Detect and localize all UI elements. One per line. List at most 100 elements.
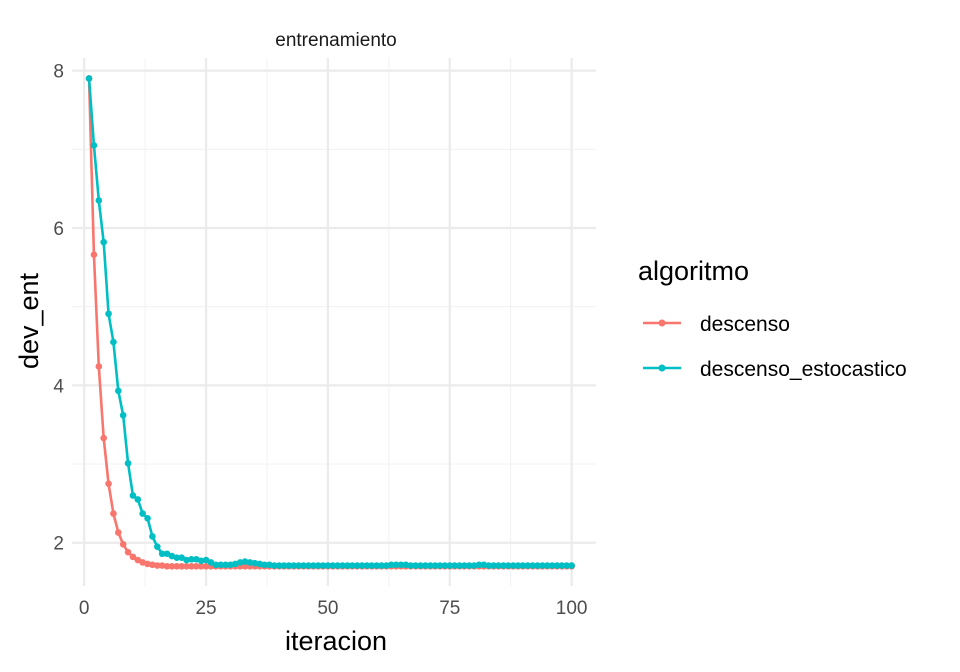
data-point <box>100 238 107 246</box>
data-point <box>124 459 132 467</box>
data-point <box>85 75 93 82</box>
data-point <box>470 562 478 569</box>
data-point <box>446 562 454 569</box>
x-tick-label: 0 <box>79 598 90 619</box>
legend-label: descenso <box>700 313 790 336</box>
data-point <box>319 562 327 569</box>
data-point <box>475 561 483 569</box>
data-point <box>134 496 142 503</box>
data-point <box>407 562 415 569</box>
data-point <box>329 562 337 569</box>
data-point <box>431 562 439 569</box>
data-point <box>485 562 493 569</box>
data-point <box>490 562 497 569</box>
data-point <box>197 563 205 570</box>
data-point <box>397 561 405 569</box>
data-point <box>90 251 98 259</box>
x-tick-label: 50 <box>317 598 338 619</box>
data-point <box>558 562 566 569</box>
y-tick-label: 8 <box>53 62 64 83</box>
data-point <box>163 563 171 570</box>
data-point <box>178 554 185 561</box>
data-point <box>368 562 376 569</box>
data-point <box>548 562 556 569</box>
data-point <box>202 563 210 570</box>
data-point <box>139 510 146 517</box>
data-point <box>266 561 273 569</box>
legend-item-descenso: descenso <box>643 313 790 336</box>
data-point <box>129 553 137 561</box>
data-point <box>144 560 151 568</box>
data-point <box>115 387 122 395</box>
legend: algoritmo descenso descenso_estocastico <box>638 256 907 381</box>
series-descenso-estocastico <box>85 75 575 569</box>
data-point <box>134 556 142 564</box>
data-point <box>392 561 400 569</box>
data-point <box>456 562 463 569</box>
data-point <box>519 562 527 569</box>
data-point <box>183 556 190 564</box>
data-point <box>124 548 132 556</box>
data-point <box>246 559 254 566</box>
data-point <box>236 559 244 566</box>
legend-key-point <box>658 319 666 327</box>
data-point <box>358 562 366 569</box>
data-point <box>383 562 390 569</box>
data-point <box>105 310 112 318</box>
data-point <box>105 480 112 488</box>
data-point <box>509 562 517 569</box>
data-point <box>154 543 161 550</box>
data-point <box>402 561 410 569</box>
data-point <box>241 558 249 565</box>
data-point <box>465 562 473 569</box>
data-point <box>324 562 332 569</box>
y-axis-title: dev_ent <box>14 272 44 369</box>
data-point <box>207 559 215 566</box>
data-point <box>149 533 156 540</box>
data-point <box>436 562 444 569</box>
data-point <box>387 561 395 569</box>
data-point <box>543 562 551 569</box>
data-point <box>251 559 259 567</box>
legend-label: descenso_estocastico <box>700 358 907 381</box>
data-point <box>309 562 317 569</box>
data-point <box>378 562 385 569</box>
data-point <box>441 562 449 569</box>
data-point <box>504 562 512 569</box>
x-axis-title: iteracion <box>285 626 387 656</box>
data-point <box>154 562 161 569</box>
data-point <box>173 554 181 561</box>
data-point <box>314 562 322 569</box>
data-point <box>158 550 166 558</box>
data-point <box>227 561 234 569</box>
data-point <box>305 562 312 569</box>
series-layer <box>85 75 575 570</box>
data-point <box>353 562 361 569</box>
data-point <box>426 562 434 569</box>
data-point <box>534 562 541 569</box>
data-point <box>539 562 546 569</box>
data-point <box>524 562 532 569</box>
data-point <box>178 563 185 570</box>
major-gridlines <box>72 58 596 586</box>
data-point <box>119 540 127 548</box>
data-point <box>95 197 103 204</box>
data-point <box>158 562 166 569</box>
data-point <box>110 338 117 346</box>
data-point <box>280 562 288 569</box>
data-point <box>144 515 151 522</box>
data-point <box>119 411 127 419</box>
data-point <box>568 562 575 569</box>
data-point <box>241 563 249 570</box>
data-point <box>373 562 380 569</box>
x-tick-label: 25 <box>195 598 216 619</box>
data-point <box>202 556 210 564</box>
data-point <box>495 562 502 569</box>
data-point <box>115 529 122 536</box>
data-point <box>275 562 283 569</box>
data-point <box>192 563 200 570</box>
data-point <box>412 562 419 569</box>
data-point <box>261 561 268 569</box>
